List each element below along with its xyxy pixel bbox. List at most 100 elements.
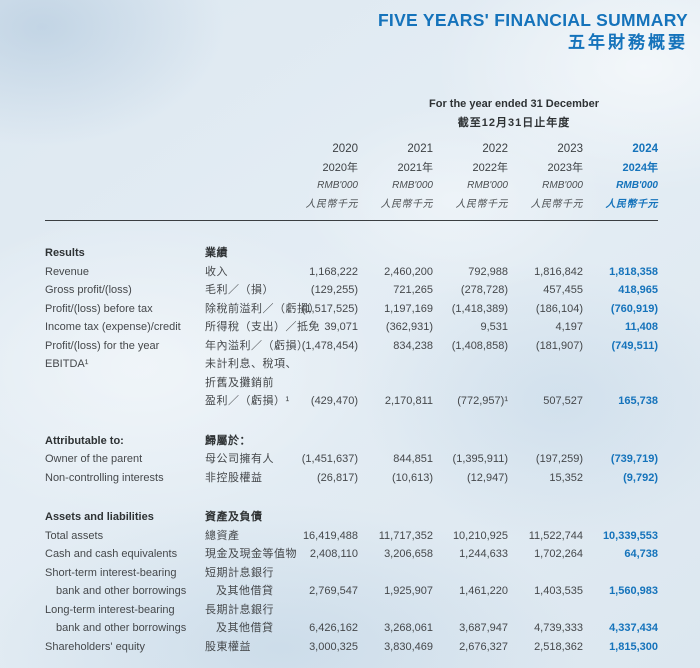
cell-value: 3,000,325 [309, 640, 358, 653]
year-column-header: 2023 2023年 RMB'000 人民幣千元 [508, 140, 584, 214]
row-label-en: bank and other borrowings [56, 585, 187, 598]
row-label-zh: 除稅前溢利／（虧損） [205, 302, 320, 315]
cell-value: (1,478,454) [301, 339, 358, 352]
cell-value: 10,210,925 [452, 529, 508, 542]
column-header-line: 人民幣千元 [605, 198, 658, 210]
cell-value: (197,259) [535, 453, 583, 466]
column-header-line: 人民幣千元 [455, 198, 508, 210]
column-header-line: RMB'000 [392, 180, 433, 192]
cell-value [283, 432, 358, 451]
row-label-en: Results [45, 247, 85, 260]
column-header-line: 2021年 [397, 161, 433, 174]
cell-value: (9,792) [623, 471, 658, 484]
column-header-line: 2024年 [622, 161, 658, 174]
row-label-zh: 所得稅（支出）／抵免 [205, 321, 320, 334]
row-label-en: Income tax (expense)/credit [45, 321, 181, 334]
cell-value: (760,919) [610, 302, 658, 315]
cell-value: (12,947) [467, 471, 508, 484]
cell-value: 9,531 [480, 321, 508, 334]
year-column-header: 2024 2024年 RMB'000 人民幣千元 [583, 140, 659, 214]
cell-value: 844,851 [393, 453, 433, 466]
cell-value [358, 601, 433, 620]
cell-value [283, 355, 358, 374]
table-row: Revenue 收入 1,168,222 2,460,200 792,988 1,816,… [0, 263, 700, 282]
cell-value: 3,687,947 [459, 622, 508, 635]
row-label-en: EBITDA¹ [45, 358, 89, 371]
cell-value: 1,560,983 [609, 585, 658, 598]
cell-value [583, 244, 658, 263]
section-row: Results 業績 [0, 244, 700, 263]
cell-value [283, 508, 358, 527]
cell-value: 1,197,169 [384, 302, 433, 315]
row-label-zh: 長期計息銀行 [205, 603, 274, 616]
cell-value: (1,408,858) [451, 339, 508, 352]
cell-value: (26,817) [317, 471, 358, 484]
cell-value: (129,255) [310, 284, 358, 297]
column-header-line: 2023 [557, 143, 583, 156]
cell-value [508, 244, 583, 263]
cell-value [358, 508, 433, 527]
row-label-en: Assets and liabilities [45, 511, 154, 524]
cell-value: (772,957)¹ [457, 395, 508, 408]
cell-value: (749,511) [611, 339, 658, 352]
column-header-line: 人民幣千元 [305, 198, 358, 210]
row-label-zh: 及其他借貸 [216, 585, 274, 598]
cell-value [433, 508, 508, 527]
section-row: Assets and liabilities 資產及負債 [0, 508, 700, 527]
cell-value [433, 432, 508, 451]
cell-value: 2,408,110 [309, 548, 358, 561]
table-row: bank and other borrowings 及其他借貸 2,769,547 1… [0, 582, 700, 601]
page-title-zh: 五年財務概要 [568, 32, 688, 52]
cell-value [583, 432, 658, 451]
cell-value: 3,206,658 [384, 548, 433, 561]
row-label-en: Attributable to: [45, 434, 124, 447]
cell-value: 507,527 [543, 395, 583, 408]
row-label-en: Shareholders' equity [45, 640, 145, 653]
cell-value [508, 374, 583, 393]
cell-value: (278,728) [460, 284, 508, 297]
table-row: Short-term interest-bearing 短期計息銀行 [0, 564, 700, 583]
column-header-line: 2020 [332, 143, 358, 156]
cell-value: 1,816,842 [534, 265, 583, 278]
cell-value: 64,738 [624, 548, 658, 561]
cell-value: 10,339,553 [602, 529, 658, 542]
row-label-en: bank and other borrowings [56, 622, 187, 635]
cell-value: 721,265 [393, 284, 433, 297]
column-header-line: 人民幣千元 [530, 198, 583, 210]
cell-value: (739,719) [610, 453, 658, 466]
cell-value [433, 564, 508, 583]
table-row: 盈利／（虧損）¹ (429,470) 2,170,811 (772,957)¹ 507,… [0, 392, 700, 411]
cell-value: 1,461,220 [459, 585, 508, 598]
cell-value: 1,815,300 [609, 640, 658, 653]
cell-value [583, 601, 658, 620]
cell-value: 4,739,333 [534, 622, 583, 635]
row-label-zh: 未計利息、稅項、 [205, 358, 297, 371]
cell-value [508, 601, 583, 620]
cell-value: (362,931) [385, 321, 433, 334]
column-header-line: 2024 [632, 143, 658, 156]
cell-value: 1,702,264 [534, 548, 583, 561]
row-label-zh: 業績 [205, 247, 228, 260]
cell-value: 1,403,535 [534, 585, 583, 598]
cell-value: 792,988 [468, 265, 508, 278]
cell-value [358, 244, 433, 263]
cell-value: 3,830,469 [384, 640, 433, 653]
cell-value: (1,451,637) [301, 453, 358, 466]
column-header-line: RMB'000 [542, 180, 583, 192]
row-label-zh: 收入 [205, 265, 228, 278]
cell-value [283, 374, 358, 393]
column-header-line: 2020年 [322, 161, 358, 174]
cell-value: 2,769,547 [309, 585, 358, 598]
cell-value: 11,408 [624, 321, 658, 334]
cell-value: (1,395,911) [452, 453, 508, 466]
table-row: Cash and cash equivalents 現金及現金等值物 2,408,1… [0, 545, 700, 564]
table-row: Profit/(loss) before tax 除稅前溢利／（虧損） (1,517… [0, 300, 700, 319]
cell-value: 2,518,362 [534, 640, 583, 653]
cell-value: 2,460,200 [384, 265, 433, 278]
year-column-header: 2021 2021年 RMB'000 人民幣千元 [358, 140, 434, 214]
cell-value [358, 564, 433, 583]
cell-value: (10,613) [392, 471, 433, 484]
cell-value [283, 601, 358, 620]
cell-value [433, 601, 508, 620]
cell-value: 4,197 [555, 321, 583, 334]
